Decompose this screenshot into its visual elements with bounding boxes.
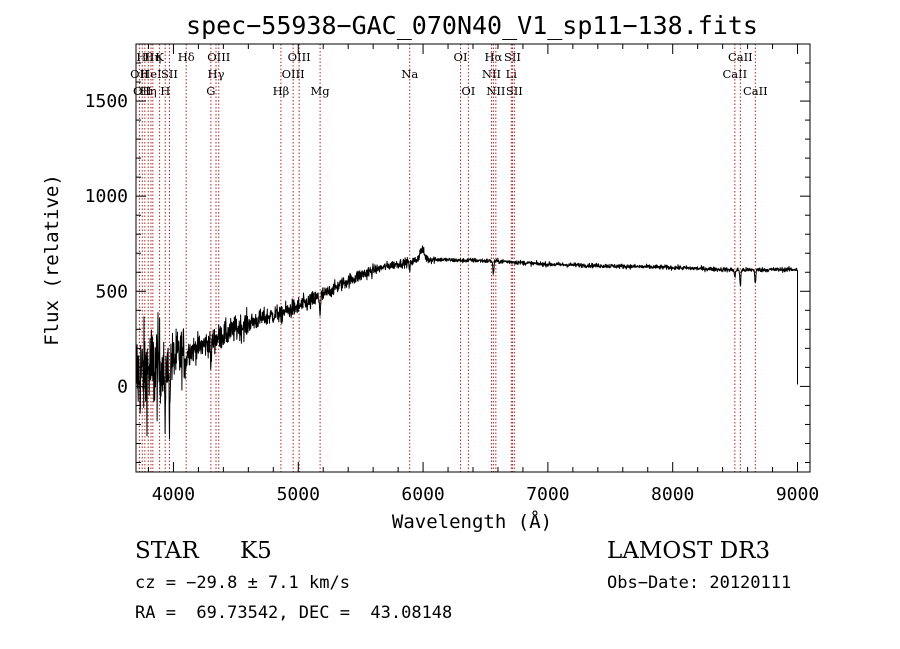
line-marker-label: OIII — [288, 50, 311, 64]
redshift-velocity: cz = −29.8 ± 7.1 km/s — [135, 573, 350, 593]
y-tick-label: 1000 — [85, 186, 128, 207]
line-marker-label: G — [206, 84, 215, 98]
line-marker-label: OII — [133, 84, 152, 98]
coordinates: RA = 69.73542, DEC = 43.08148 — [135, 603, 453, 623]
x-tick-label: 6000 — [401, 484, 444, 505]
line-marker-label: SII — [506, 84, 523, 98]
line-marker-label: H — [160, 84, 170, 98]
line-marker-label: OIII — [282, 67, 305, 81]
line-marker-label: OIII — [207, 50, 230, 64]
line-marker-label: Hα — [484, 50, 502, 64]
observation-date: Obs−Date: 20120111 — [607, 573, 792, 593]
y-tick-label: 1500 — [85, 91, 128, 112]
x-tick-label: 9000 — [776, 484, 819, 505]
line-marker-label: HeI — [140, 67, 161, 81]
line-markers: OIIOIIHθHηHeIHηKHSIIHδGHγOIIIHβOIIIOIIIM… — [130, 44, 768, 472]
line-marker-label: CaII — [743, 84, 768, 98]
chart-title: spec−55938−GAC_070N40_V1_sp11−138.fits — [186, 11, 758, 40]
x-tick-label: 8000 — [651, 484, 694, 505]
line-marker-label: Hγ — [208, 67, 225, 81]
y-tick-label: 500 — [95, 281, 128, 302]
line-marker-label: Mg — [311, 84, 331, 98]
x-tick-label: 7000 — [526, 484, 569, 505]
object-class: STAR — [135, 538, 199, 564]
line-marker-label: SII — [161, 67, 178, 81]
x-axis-label: Wavelength (Å) — [392, 510, 552, 533]
line-marker-label: CaII — [728, 50, 753, 64]
line-marker-label: Na — [401, 67, 418, 81]
line-marker-label: Hη — [140, 84, 157, 98]
line-marker-label: SII — [504, 50, 521, 64]
y-tick-label: 0 — [117, 376, 128, 397]
y-axis-label: Flux (relative) — [41, 174, 63, 346]
spectrum-line — [135, 245, 798, 440]
object-subclass: K5 — [240, 538, 272, 564]
axis-ticks: 4000 5000 6000 7000 8000 9000 0 500 1000 1500 — [85, 44, 819, 505]
x-tick-label: 5000 — [277, 484, 320, 505]
line-marker-label: OI — [461, 84, 475, 98]
line-marker-label: K — [155, 50, 164, 64]
line-marker-label: Hθ — [136, 50, 153, 64]
line-marker-label: OI — [454, 50, 468, 64]
x-tick-label: 4000 — [152, 484, 195, 505]
line-marker-label: NII — [482, 67, 501, 81]
line-marker-label: Hδ — [178, 50, 195, 64]
line-marker-label: NII — [486, 84, 505, 98]
line-marker-label: Li — [506, 67, 518, 81]
plot-frame — [135, 43, 811, 473]
survey-name: LAMOST DR3 — [607, 538, 771, 564]
line-marker-label: OII — [130, 67, 149, 81]
line-marker-label: Hβ — [273, 84, 290, 98]
line-marker-label: CaII — [722, 67, 747, 81]
line-marker-label: Hη — [144, 50, 161, 64]
